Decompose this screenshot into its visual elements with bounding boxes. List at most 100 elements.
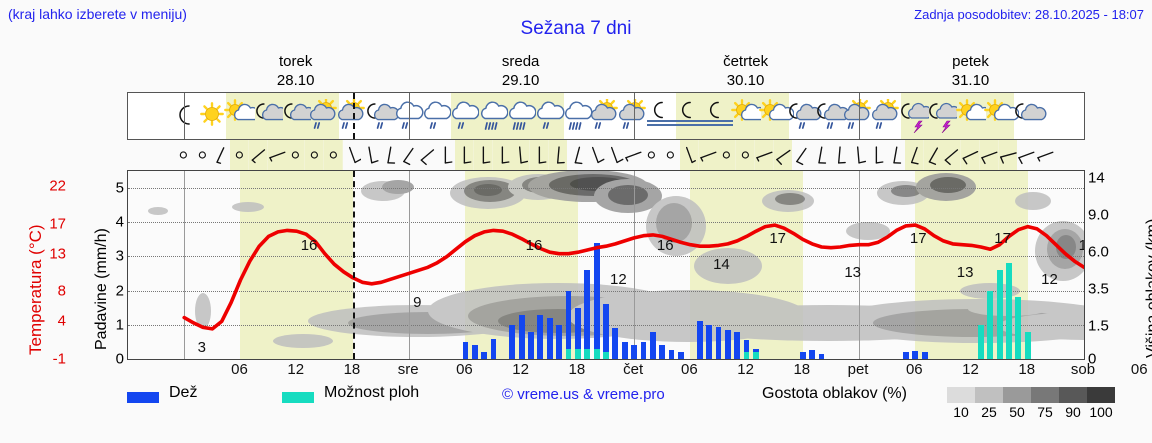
wind-barb-icon	[849, 140, 868, 170]
shower-bar	[1024, 331, 1031, 359]
temperature-extreme-label: 16	[656, 237, 674, 255]
day-name: sobota	[1083, 52, 1152, 71]
precipitation-axis-ticks: 5 4 3 2 1 0	[100, 170, 124, 368]
time-tick: 18	[343, 361, 361, 378]
day-date: 28.10	[276, 72, 315, 89]
wind-barb-icon	[886, 140, 905, 170]
rain-bar	[649, 331, 656, 359]
gridline-vertical	[859, 171, 861, 359]
shower-bar	[565, 348, 572, 359]
day-header-torek: torek 28.10	[183, 52, 408, 92]
day-header-petek: petek 31.10	[858, 52, 1083, 92]
time-axis: 061218sre061218čet061218pet061218sob0612…	[127, 361, 1147, 381]
temperature-tick: 4	[57, 312, 66, 330]
credit-link[interactable]: © vreme.us & vreme.pro	[502, 386, 665, 403]
rain-bar	[509, 324, 516, 359]
rain-bar	[612, 328, 619, 359]
day-date: 31.10	[951, 72, 990, 89]
rain-bar	[715, 326, 722, 359]
cloud-density-ramp-step	[947, 387, 975, 403]
rain-bar	[640, 341, 647, 359]
cloud-rain-heavy-icon	[479, 93, 509, 139]
cloud-density-ramp-step	[1003, 387, 1031, 403]
cloud-rain-heavy-icon	[507, 93, 537, 139]
wind-barb-icon	[830, 140, 849, 170]
rain-bar	[724, 329, 731, 359]
rain-bar	[518, 314, 525, 359]
cloud-rain-icon	[535, 93, 565, 139]
day-name: torek	[279, 53, 313, 70]
sun-cloud-rain-icon	[309, 93, 339, 139]
rain-bar	[903, 352, 909, 359]
cloud-rain-heavy-icon	[564, 93, 593, 139]
wind-barb-icon	[586, 140, 605, 170]
wind-barb-icon	[399, 140, 418, 170]
temperature-extreme-label: 17	[994, 229, 1011, 247]
shower-bar	[977, 324, 984, 359]
rain-bar	[912, 351, 919, 359]
rain-bar	[743, 340, 750, 359]
rain-legend-label: Dež	[169, 384, 198, 401]
temperature-extreme-label: 16	[1079, 237, 1084, 254]
wind-calm-icon	[230, 140, 249, 170]
wind-barb-icon	[1017, 140, 1036, 170]
sun-cloud-icon	[955, 93, 991, 139]
cloud-height-axis-title: Višina oblakov (km)	[1124, 170, 1152, 360]
rain-bar	[556, 324, 563, 359]
wind-barb-icon	[492, 140, 512, 170]
rain-bar	[621, 341, 628, 359]
page-title: Sežana 7 dni	[520, 18, 632, 39]
rain-bar	[706, 324, 712, 359]
cloud-height-tick: 0	[1088, 350, 1097, 368]
wind-barb-icon	[530, 140, 549, 170]
shower-legend-label: Možnost ploh	[324, 384, 420, 401]
cloud-rain-icon	[451, 93, 480, 139]
temperature-axis-ticks: 22 17 13 8 4 -1	[32, 170, 66, 368]
time-tick: 12	[737, 361, 754, 378]
wind-barb-icon	[979, 140, 999, 170]
wind-barb-strip	[127, 140, 1085, 170]
day-header-sobota: sobota01.11	[1083, 52, 1152, 92]
time-tick: 18	[568, 361, 586, 378]
rain-bar	[565, 290, 572, 359]
cloud-height-tick: 3.5	[1088, 280, 1109, 298]
rain-bar	[528, 331, 534, 359]
rain-bar	[574, 307, 581, 359]
rain-bar	[593, 242, 600, 359]
cloud-density-scale-value: 75	[1037, 404, 1053, 420]
rain-bar	[734, 331, 741, 359]
day-date: 29.10	[501, 72, 540, 89]
precipitation-tick: 1	[115, 316, 124, 334]
temperature-tick: 17	[49, 215, 66, 233]
day-header-band: torek 28.10 sreda 29.10 četrtek 30.10 petek 31.…	[127, 52, 1085, 92]
sun-cloud-icon	[758, 93, 794, 139]
wind-barb-icon	[961, 140, 980, 170]
time-tick: 06	[1130, 361, 1148, 378]
wind-barb-icon	[904, 140, 924, 170]
wind-calm-icon	[736, 140, 755, 170]
gridline-vertical	[184, 171, 186, 359]
time-tick: 12	[512, 361, 529, 378]
wind-calm-icon	[661, 140, 680, 170]
location-menu-hint[interactable]: (kraj lahko izberete v meniju)	[8, 6, 187, 22]
moon-cloud-icon	[282, 93, 316, 139]
wind-barb-icon	[998, 140, 1018, 170]
daylight-tint	[676, 93, 705, 139]
moon-storm-icon	[901, 93, 933, 139]
wind-calm-icon	[174, 140, 193, 170]
cloud-height-tick: 6.0	[1088, 243, 1109, 261]
rain-bar	[659, 345, 666, 359]
temperature-extreme-label: 9	[413, 293, 422, 311]
temperature-axis-title: Temperatura (°C)	[4, 170, 45, 360]
temperature-extreme-label: 16	[525, 237, 543, 255]
temperature-extreme-label: 17	[909, 229, 927, 247]
rain-bar	[471, 345, 478, 359]
wind-barb-icon	[605, 140, 624, 170]
shower-legend-swatch	[282, 392, 314, 403]
time-tick: 06	[681, 361, 698, 378]
cloud-height-tick: 14	[1088, 169, 1105, 187]
temperature-tick: 8	[57, 282, 66, 300]
day-separator	[184, 93, 186, 139]
now-marker-line	[352, 171, 355, 359]
day-separator	[859, 93, 861, 139]
